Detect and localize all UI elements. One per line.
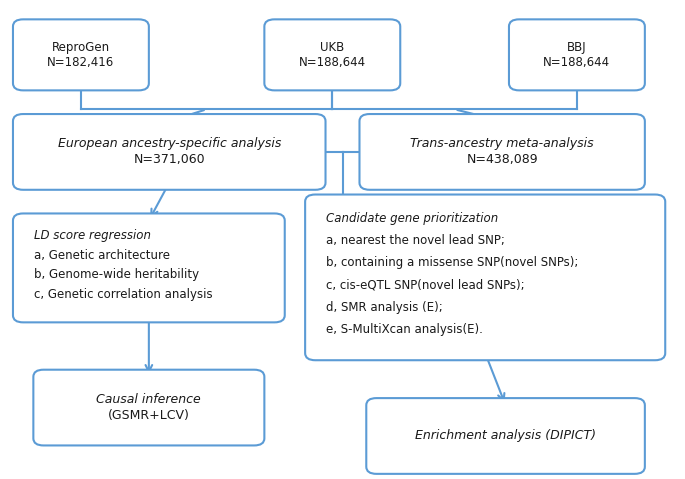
Text: Trans-ancestry meta-analysis: Trans-ancestry meta-analysis (410, 137, 594, 150)
Text: Candidate gene prioritization: Candidate gene prioritization (326, 212, 499, 225)
Text: ReproGen: ReproGen (52, 41, 110, 54)
Text: (GSMR+LCV): (GSMR+LCV) (108, 409, 190, 422)
Text: Causal inference: Causal inference (97, 393, 201, 406)
Text: European ancestry-specific analysis: European ancestry-specific analysis (58, 137, 281, 150)
FancyBboxPatch shape (13, 19, 149, 91)
Text: UKB: UKB (320, 41, 345, 54)
Text: a, Genetic architecture: a, Genetic architecture (34, 249, 170, 262)
Text: N=182,416: N=182,416 (47, 56, 114, 69)
FancyBboxPatch shape (13, 214, 285, 322)
Text: LD score regression: LD score regression (34, 229, 151, 242)
FancyBboxPatch shape (509, 19, 645, 91)
FancyBboxPatch shape (360, 114, 645, 190)
Text: N=371,060: N=371,060 (134, 153, 205, 166)
Text: c, cis-eQTL SNP(novel lead SNPs);: c, cis-eQTL SNP(novel lead SNPs); (326, 279, 525, 292)
FancyBboxPatch shape (305, 194, 665, 360)
Text: N=188,644: N=188,644 (299, 56, 366, 69)
Text: BBJ: BBJ (567, 41, 587, 54)
Text: e, S-MultiXcan analysis(E).: e, S-MultiXcan analysis(E). (326, 323, 483, 336)
Text: N=438,089: N=438,089 (466, 153, 538, 166)
Text: N=188,644: N=188,644 (543, 56, 610, 69)
Text: Enrichment analysis (DIPICT): Enrichment analysis (DIPICT) (415, 430, 596, 443)
Text: b, containing a missense SNP(novel SNPs);: b, containing a missense SNP(novel SNPs)… (326, 256, 579, 269)
Text: c, Genetic correlation analysis: c, Genetic correlation analysis (34, 288, 212, 301)
FancyBboxPatch shape (13, 114, 325, 190)
Text: b, Genome-wide heritability: b, Genome-wide heritability (34, 268, 199, 281)
FancyBboxPatch shape (34, 370, 264, 445)
FancyBboxPatch shape (366, 398, 645, 474)
Text: a, nearest the novel lead SNP;: a, nearest the novel lead SNP; (326, 234, 505, 247)
FancyBboxPatch shape (264, 19, 400, 91)
Text: d, SMR analysis (E);: d, SMR analysis (E); (326, 301, 443, 314)
